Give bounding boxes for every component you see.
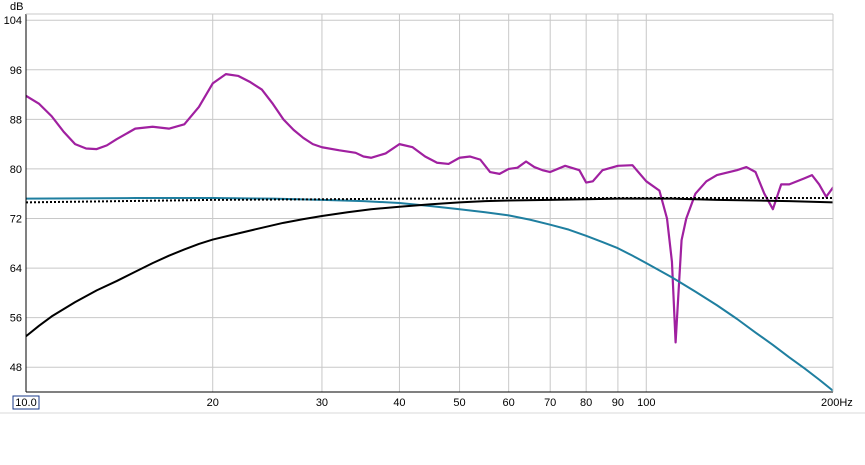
x-tick-label: 40 [393, 397, 405, 409]
x-tick-label: 70 [544, 397, 556, 409]
x-start-box [12, 395, 40, 410]
series-line-4 [26, 197, 833, 204]
chart-grid [26, 14, 834, 392]
plot-area [26, 14, 833, 392]
y-tick-label: 56 [10, 313, 22, 325]
x-tick-label: 50 [453, 397, 465, 409]
chart-ticks: 104 96 88 80 72 64 56 48 10.0 20 30 40 50 60 70 80 90 100… [4, 15, 853, 410]
y-tick-label: 72 [10, 213, 22, 225]
y-tick-label: 104 [4, 15, 22, 27]
x-tick-label: 80 [580, 397, 592, 409]
x-tick-label: 200Hz [821, 397, 853, 409]
y-tick-label: 80 [10, 164, 22, 176]
y-axis-unit-label: dB [10, 1, 23, 13]
x-tick-label: 20 [207, 397, 219, 409]
chart-frame [0, 13, 865, 414]
chart-curves [26, 73, 833, 392]
series-line-2 [26, 197, 833, 392]
x-tick-label: 90 [612, 397, 624, 409]
y-tick-label: 48 [10, 362, 22, 374]
series-line-1 [26, 73, 833, 344]
y-tick-label: 96 [10, 65, 22, 77]
x-tick-label: 100 [637, 397, 655, 409]
y-tick-label: 88 [10, 114, 22, 126]
x-tick-label-start[interactable]: 10.0 [15, 397, 36, 409]
x-tick-label: 60 [503, 397, 515, 409]
y-tick-label: 64 [10, 263, 22, 275]
x-tick-label: 30 [316, 397, 328, 409]
